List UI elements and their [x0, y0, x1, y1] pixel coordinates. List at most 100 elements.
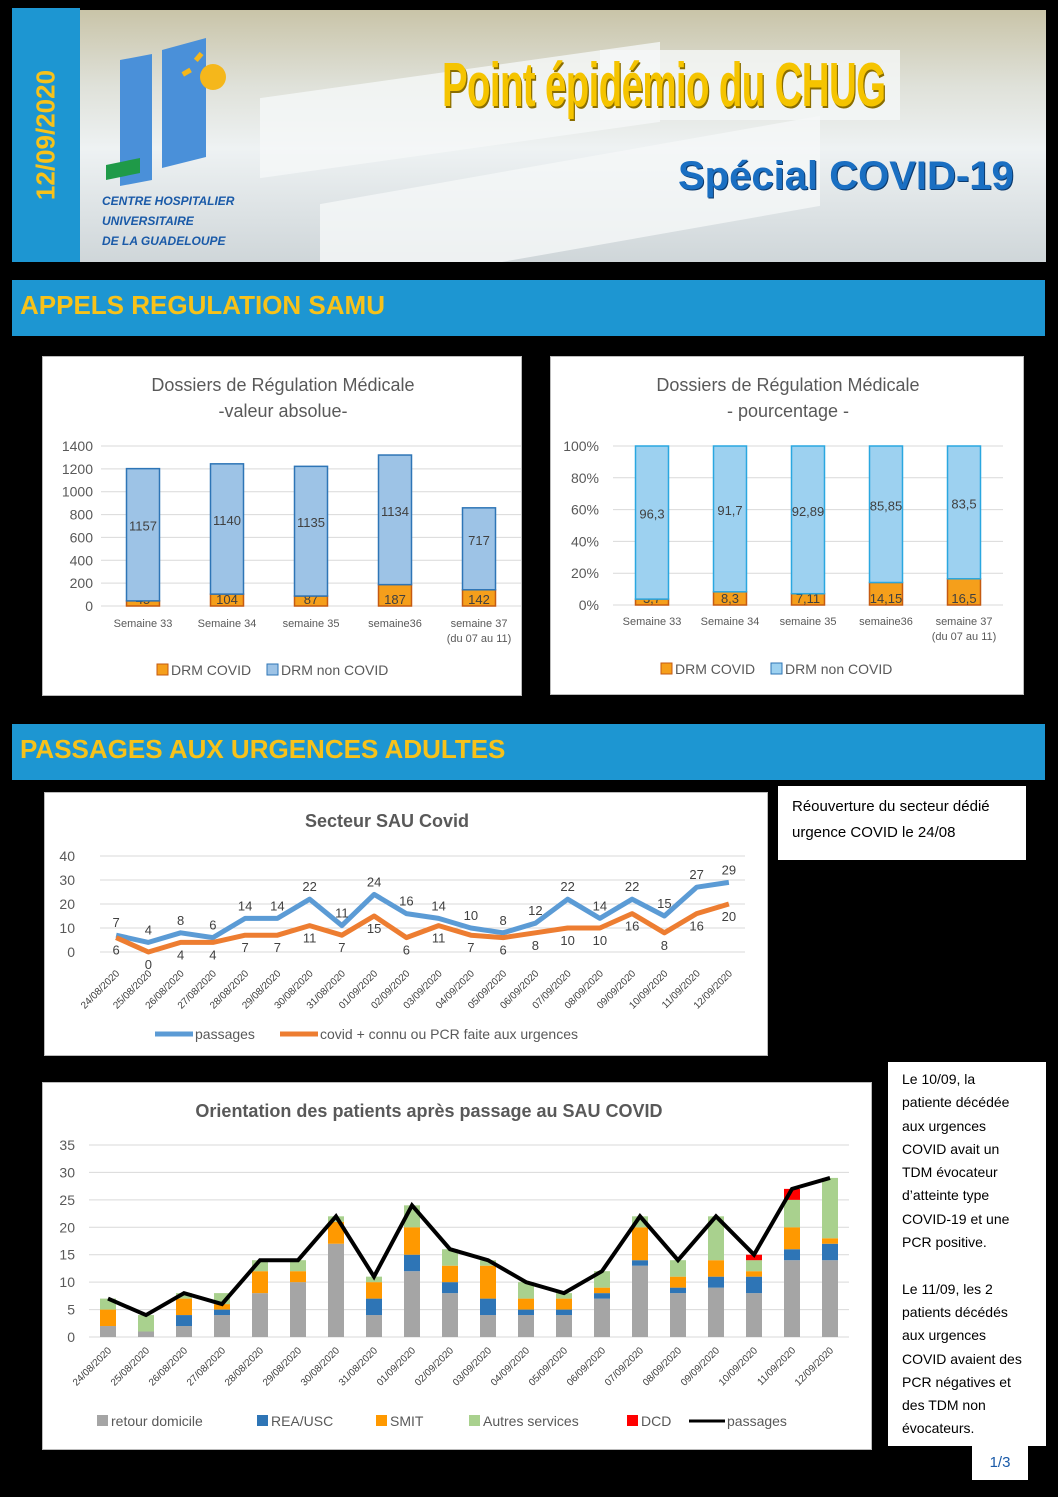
- data-label: 14: [593, 898, 607, 913]
- y-tick-label: 20%: [571, 565, 599, 581]
- data-label: 85,85: [870, 498, 903, 513]
- x-tick-label: 04/09/2020: [489, 1345, 532, 1388]
- bar-segment: [442, 1265, 458, 1283]
- date-banner: 12/09/2020: [12, 8, 80, 262]
- y-tick-label: 1000: [62, 484, 93, 500]
- data-label: 16: [399, 894, 413, 909]
- note-line: TDM évocateur: [902, 1164, 998, 1181]
- data-label: 6: [500, 943, 507, 958]
- passages-line: [107, 1175, 831, 1318]
- chart-orientation: Orientation des patients après passage a…: [42, 1082, 872, 1450]
- y-tick-label: 20: [59, 896, 75, 912]
- legend-label: covid + connu ou PCR faite aux urgences: [320, 1026, 578, 1042]
- note-reopening: Réouverture du secteur dédié urgence COV…: [778, 786, 1026, 860]
- note-line: patients décédés: [902, 1303, 1008, 1320]
- data-label: 15: [657, 896, 671, 911]
- chart-title: - pourcentage -: [727, 401, 849, 421]
- legend-swatch: [97, 1415, 108, 1426]
- legend-swatch: [469, 1415, 480, 1426]
- data-label: 6: [403, 943, 410, 958]
- x-tick-label: 28/08/2020: [223, 1345, 266, 1388]
- y-tick-label: 1200: [62, 461, 93, 477]
- bar-segment: [670, 1260, 686, 1277]
- legend-label: REA/USC: [271, 1413, 333, 1429]
- data-label: 10: [464, 908, 478, 923]
- bar-segment: [138, 1331, 154, 1337]
- y-tick-label: 60%: [571, 502, 599, 518]
- data-label: 91,7: [717, 503, 742, 518]
- x-tick-label: 31/08/2020: [337, 1345, 380, 1388]
- data-label: 142: [468, 592, 490, 607]
- y-tick-label: 10: [59, 1274, 75, 1290]
- bar-segment: [252, 1271, 268, 1294]
- bar-segment: [138, 1315, 154, 1332]
- bar-segment: [784, 1249, 800, 1261]
- bar-segment: [176, 1326, 192, 1337]
- x-tick-label: 12/09/2020: [793, 1345, 836, 1388]
- bar-segment: [293, 465, 329, 597]
- bar-segment: [556, 1293, 572, 1299]
- data-label: 29: [722, 862, 736, 877]
- data-label: 11: [303, 931, 317, 946]
- bar-segment: [746, 1260, 762, 1272]
- legend-label: DCD: [641, 1413, 671, 1429]
- bar-segment: [214, 1315, 230, 1337]
- y-tick-label: 15: [59, 1247, 75, 1263]
- bar-segment: [594, 1293, 610, 1299]
- y-tick-label: 35: [59, 1137, 75, 1153]
- note-line: COVID avait un: [902, 1140, 1000, 1157]
- data-label: 1134: [381, 504, 409, 519]
- bar-segment: [480, 1265, 496, 1299]
- y-tick-label: 10: [59, 920, 75, 936]
- x-tick-label: 30/08/2020: [299, 1345, 342, 1388]
- bar-segment: [784, 1188, 800, 1200]
- bar-segment: [404, 1254, 420, 1272]
- y-tick-label: 0%: [579, 597, 599, 613]
- bar-segment: [632, 1260, 648, 1266]
- bar-segment: [518, 1282, 534, 1299]
- bar-segment: [290, 1282, 306, 1337]
- x-tick-label: semaine 37: [451, 618, 508, 630]
- data-label: 14: [270, 898, 284, 913]
- bar-segment: [634, 445, 670, 600]
- bar-segment: [100, 1309, 116, 1327]
- data-label: 14,15: [870, 591, 903, 606]
- data-label: 92,89: [792, 504, 825, 519]
- legend-label: Autres services: [483, 1413, 579, 1429]
- note-line: aux urgences: [902, 1117, 987, 1134]
- y-tick-label: 20: [59, 1219, 75, 1235]
- bar-segment: [822, 1243, 838, 1261]
- note-line: évocateurs.: [902, 1420, 975, 1437]
- y-tick-label: 800: [70, 507, 94, 523]
- report-date: 12/09/2020: [30, 69, 61, 201]
- bar-segment: [708, 1216, 724, 1261]
- bar-segment: [328, 1243, 344, 1337]
- bar-segment: [712, 445, 748, 593]
- data-label: 4: [209, 947, 216, 962]
- y-tick-label: 1400: [62, 438, 93, 454]
- y-tick-label: 400: [70, 552, 94, 568]
- bar-segment: [252, 1293, 268, 1337]
- bar-segment: [946, 445, 982, 580]
- data-label: 10: [560, 933, 574, 948]
- chart-title: Secteur SAU Covid: [305, 811, 469, 831]
- x-tick-label: 05/09/2020: [527, 1345, 570, 1388]
- bar-segment: [366, 1298, 382, 1316]
- y-tick-label: 0: [67, 944, 75, 960]
- x-tick-label: 06/09/2020: [565, 1345, 608, 1388]
- data-label: 15: [367, 921, 381, 936]
- bar-segment: [100, 1326, 116, 1337]
- y-tick-label: 30: [59, 872, 75, 888]
- bar-segment: [214, 1293, 230, 1305]
- x-tick-label: 08/09/2020: [641, 1345, 684, 1388]
- data-label: 8: [500, 913, 507, 928]
- bar-segment: [442, 1282, 458, 1294]
- x-tick-label: Semaine 33: [114, 618, 173, 630]
- logo-text-line: UNIVERSITAIRE: [102, 214, 195, 228]
- y-tick-label: 40: [59, 848, 75, 864]
- bar-segment: [670, 1293, 686, 1337]
- bar-segment: [442, 1249, 458, 1266]
- bar-segment: [366, 1282, 382, 1299]
- bar-segment: [556, 1298, 572, 1310]
- data-label: 4: [177, 947, 184, 962]
